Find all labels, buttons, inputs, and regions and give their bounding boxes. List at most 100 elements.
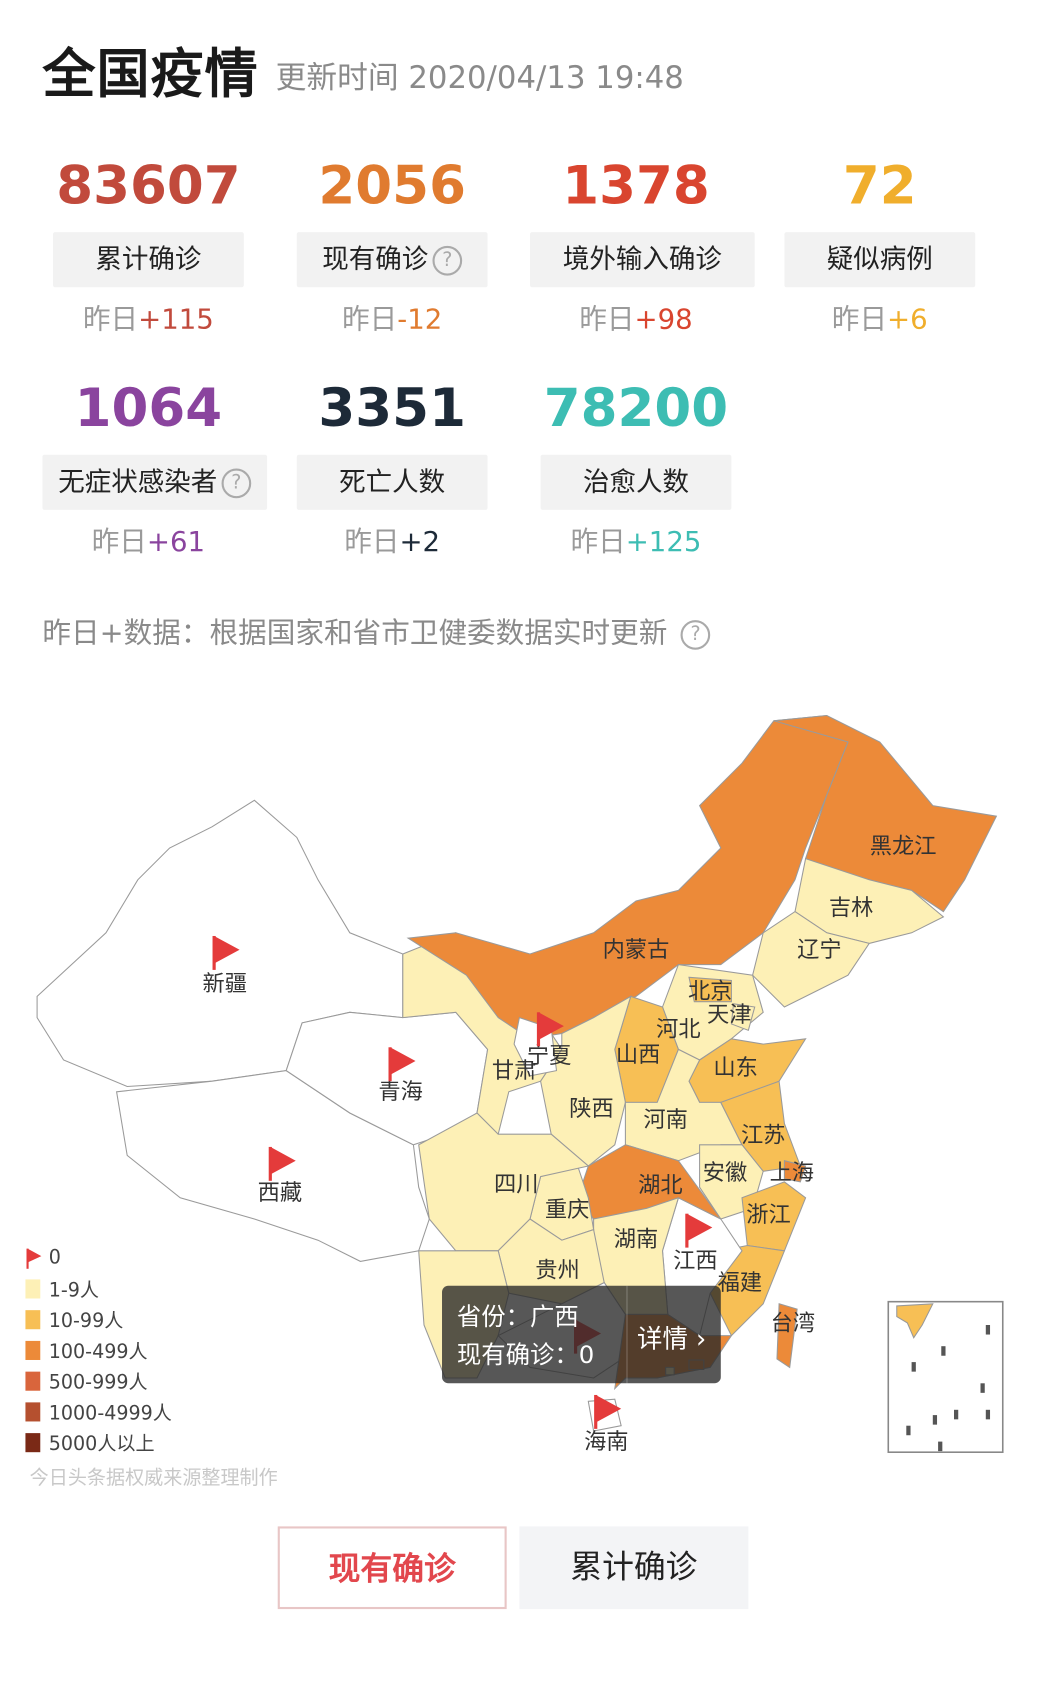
province-上海[interactable] [783, 1160, 807, 1183]
help-icon[interactable]: ? [221, 468, 252, 499]
province-label: 山东 [713, 1055, 758, 1081]
province-tooltip[interactable]: 省份：广西 现有确诊：0 详情 › [442, 1285, 721, 1384]
update-time: 更新时间 2020/04/13 19:48 [275, 59, 684, 96]
province-label: 陕西 [569, 1096, 614, 1122]
stat-card: 1378 境外输入确诊 昨日+98 [530, 154, 755, 337]
province-label: 湖北 [638, 1172, 683, 1198]
stat-card: 3351 死亡人数 昨日+2 [286, 376, 498, 559]
details-link[interactable]: 详情 › [637, 1323, 707, 1354]
flag-icon [26, 1248, 42, 1269]
province-label: 内蒙古 [603, 937, 670, 963]
legend-swatch [25, 1371, 41, 1391]
flag-icon [212, 935, 240, 970]
south-china-sea-inset [887, 1300, 1004, 1453]
legend-swatch [25, 1340, 41, 1360]
legend-item: 500-999人 [25, 1365, 171, 1396]
stat-label: 疑似病例 [784, 232, 976, 288]
province-辽宁[interactable] [752, 910, 871, 1008]
flag-icon [594, 1394, 622, 1429]
legend-item: 10-99人 [25, 1304, 171, 1335]
help-icon[interactable]: ? [680, 619, 711, 650]
stat-card: 2056 现有确诊? 昨日-12 [286, 154, 498, 337]
stat-yesterday: 昨日+115 [82, 304, 214, 337]
stat-card: 78200 治愈人数 昨日+125 [530, 376, 742, 559]
legend-swatch [25, 1278, 41, 1298]
province-label: 重庆 [545, 1197, 590, 1223]
help-icon[interactable]: ? [432, 245, 463, 276]
province-label: 吉林 [829, 895, 874, 921]
legend-swatch [25, 1401, 41, 1421]
stat-yesterday: 昨日+6 [831, 304, 928, 337]
province-label: 新疆 [202, 971, 246, 997]
province-北京[interactable] [688, 976, 732, 1003]
province-label: 黑龙江 [870, 833, 937, 859]
province-label: 甘肃 [492, 1058, 537, 1084]
stat-card: 1064 无症状感染者? 昨日+61 [42, 376, 268, 559]
province-label: 四川 [494, 1171, 539, 1197]
stat-yesterday: 昨日+61 [91, 526, 206, 559]
province-label: 福建 [718, 1270, 763, 1296]
province-浙江[interactable] [741, 1181, 807, 1252]
stat-card: 83607 累计确诊 昨日+115 [42, 154, 254, 337]
province-label: 河南 [643, 1107, 688, 1133]
legend-item: 5000人以上 [25, 1427, 171, 1458]
source-note: 今日头条据权威来源整理制作 [29, 1467, 278, 1490]
flag-icon [536, 1012, 564, 1047]
stat-card: 72 疑似病例 昨日+6 [774, 154, 986, 337]
stat-value: 1064 [74, 377, 223, 439]
stat-label: 现有确诊? [296, 232, 488, 288]
legend-item: 0 [25, 1242, 171, 1273]
province-label: 辽宁 [797, 937, 842, 963]
legend-swatch [25, 1432, 41, 1452]
stat-value: 2056 [318, 154, 466, 217]
province-label: 北京 [688, 979, 733, 1005]
stat-yesterday: 昨日+125 [570, 526, 702, 559]
stat-value: 3351 [318, 377, 466, 439]
province-label: 浙江 [746, 1202, 791, 1228]
legend-item: 1000-4999人 [25, 1396, 172, 1427]
province-黑龙江[interactable] [773, 714, 998, 913]
tab-current-confirmed[interactable]: 现有确诊 [277, 1526, 507, 1610]
tooltip-divider [626, 1285, 628, 1384]
flag-icon [388, 1047, 416, 1082]
province-label: 宁夏 [527, 1043, 572, 1069]
stat-value: 72 [842, 154, 917, 217]
map-legend: 0 1-9人 10-99人 100-499人 500-999人 1000-4999人 500… [25, 1242, 172, 1458]
province-label: 贵州 [535, 1257, 580, 1283]
data-note: 昨日+数据：根据国家和省市卫健委数据实时更新 ? [42, 609, 711, 650]
province-label: 青海 [378, 1079, 423, 1105]
legend-item: 100-499人 [25, 1335, 171, 1366]
province-label: 江西 [673, 1248, 718, 1274]
tooltip-province: 省份：广西 [456, 1303, 579, 1332]
province-label: 湖南 [614, 1227, 659, 1253]
province-label: 山西 [616, 1042, 661, 1068]
tooltip-current: 现有确诊：0 [456, 1341, 595, 1370]
stat-label: 境外输入确诊 [530, 232, 755, 288]
province-四川[interactable] [418, 1112, 590, 1252]
province-label: 河北 [656, 1017, 701, 1043]
province-天津[interactable] [730, 1003, 756, 1032]
tab-total-confirmed[interactable]: 累计确诊 [519, 1526, 749, 1610]
stat-value: 78200 [543, 377, 729, 439]
stat-label: 累计确诊 [52, 232, 244, 288]
province-label: 天津 [707, 1002, 752, 1028]
province-label: 台湾 [771, 1310, 816, 1336]
stat-label: 无症状感染者? [42, 454, 268, 510]
legend-swatch [25, 1309, 41, 1329]
legend-item: 1-9人 [25, 1273, 171, 1304]
province-label: 海南 [584, 1429, 629, 1455]
stat-label: 死亡人数 [296, 454, 488, 510]
province-label: 西藏 [258, 1180, 303, 1206]
page-title: 全国疫情 [42, 43, 259, 105]
stat-yesterday: 昨日+2 [344, 526, 441, 559]
province-label: 江苏 [741, 1123, 786, 1149]
stat-value: 1378 [562, 154, 710, 217]
stat-value: 83607 [56, 154, 241, 217]
province-台湾[interactable] [776, 1303, 798, 1369]
province-label: 上海 [770, 1160, 815, 1186]
province-label: 安徽 [703, 1160, 748, 1186]
stat-yesterday: 昨日-12 [342, 304, 443, 337]
flag-icon [268, 1146, 296, 1181]
flag-icon [685, 1213, 713, 1248]
